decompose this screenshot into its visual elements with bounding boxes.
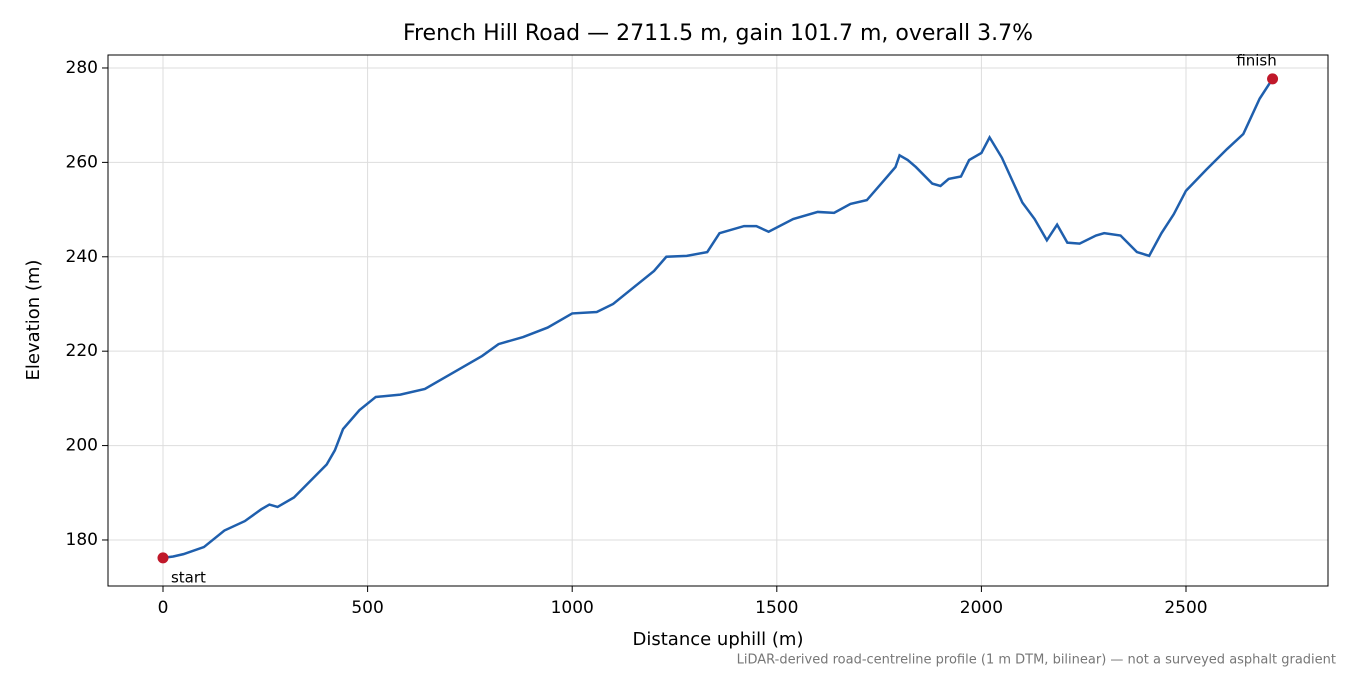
footnote: LiDAR-derived road-centreline profile (1… <box>737 653 1336 668</box>
y-tick-label: 280 <box>66 58 98 78</box>
y-tick-label: 260 <box>66 152 98 172</box>
endpoint <box>157 552 169 564</box>
line <box>162 78 1274 560</box>
x-tick-label: 0 <box>158 598 169 618</box>
chart-title: French Hill Road — 2711.5 m, gain 101.7 … <box>403 21 1033 46</box>
y-tick-label: 240 <box>66 247 98 267</box>
x-tick-label: 2500 <box>1164 598 1207 618</box>
endpoint <box>1267 73 1279 85</box>
plot-frame <box>107 54 1329 587</box>
x-tick-label: 1500 <box>755 598 798 618</box>
x-tick-label: 500 <box>351 598 383 618</box>
y-axis-label: Elevation (m) <box>23 260 44 381</box>
x-tick-label: 1000 <box>551 598 594 618</box>
annotation: start <box>171 568 206 586</box>
y-tick-label: 180 <box>66 530 98 550</box>
annotation: finish <box>1236 51 1276 69</box>
x-axis-label: Distance uphill (m) <box>633 629 804 650</box>
x-tick-label: 2000 <box>960 598 1003 618</box>
y-tick-label: 220 <box>66 341 98 361</box>
y-tick-label: 200 <box>66 436 98 456</box>
